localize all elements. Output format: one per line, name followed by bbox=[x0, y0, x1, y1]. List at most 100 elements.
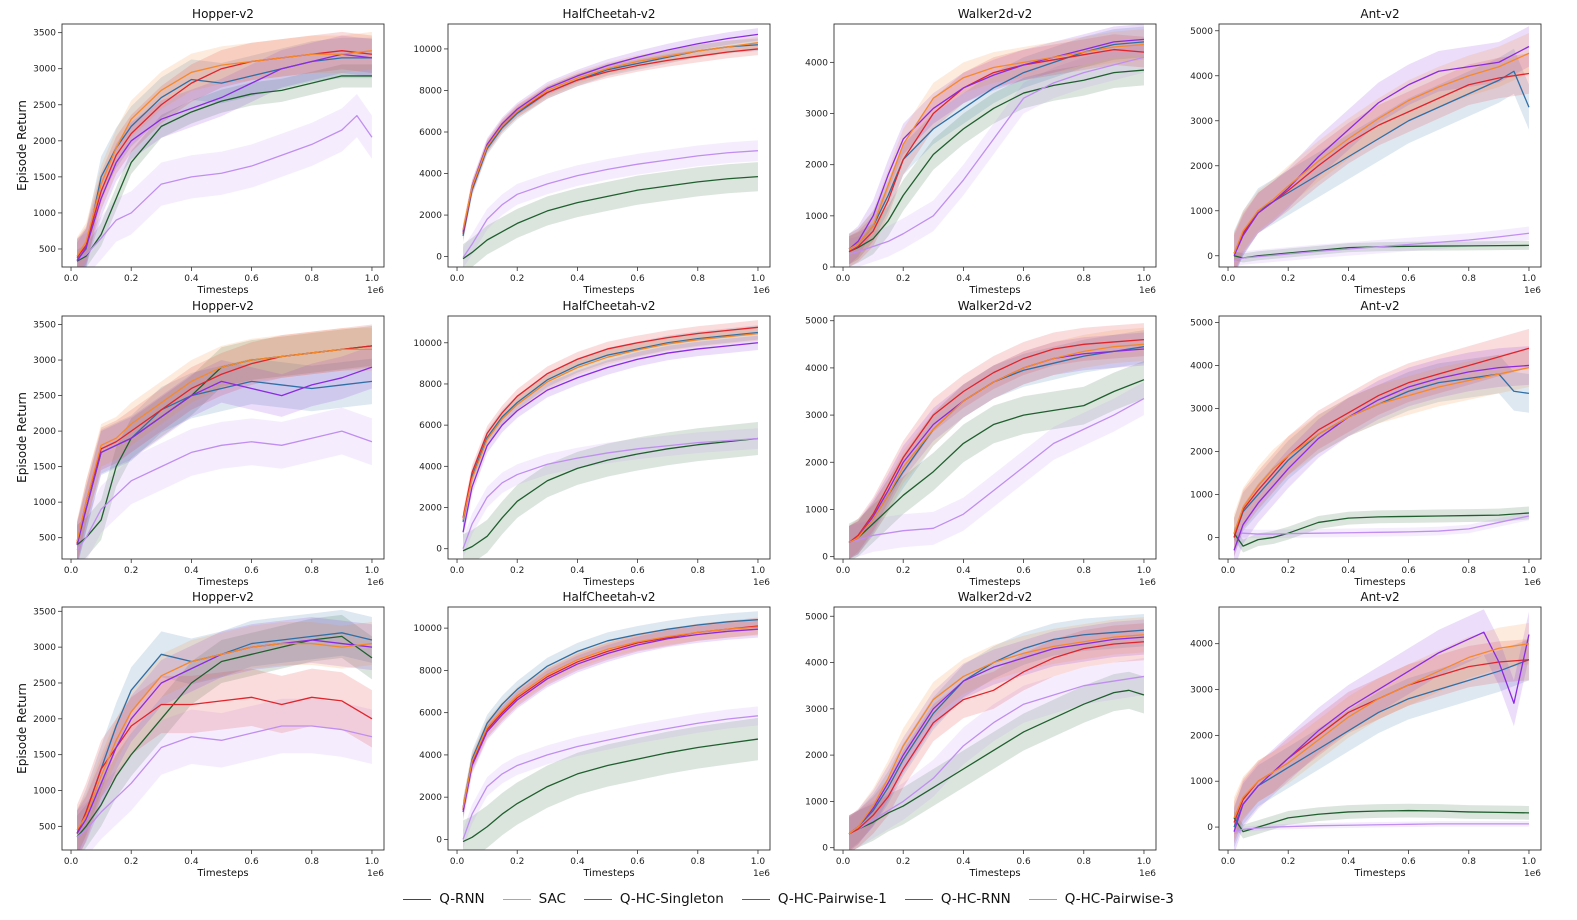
x-tick-label: 0.6 bbox=[244, 857, 259, 867]
subplot-title: Walker2d-v2 bbox=[958, 7, 1033, 21]
y-tick-label: 3000 bbox=[805, 411, 828, 421]
series-line-sac bbox=[848, 398, 1145, 544]
x-tick-label: 0.4 bbox=[184, 274, 199, 284]
confidence-band-q-hc-rnn bbox=[77, 345, 372, 559]
x-scale-label: 1e6 bbox=[1139, 286, 1156, 296]
x-tick-label: 0.4 bbox=[1341, 857, 1356, 867]
axes-frame bbox=[61, 23, 385, 268]
x-tick-label: 0.6 bbox=[1016, 857, 1031, 867]
y-axis-label: Episode Return bbox=[15, 100, 29, 191]
series-line-q-hc-rnn bbox=[462, 342, 759, 533]
x-axis-label: Timesteps bbox=[196, 868, 248, 879]
legend-swatch bbox=[1028, 898, 1057, 900]
x-tick-label: 0.8 bbox=[305, 274, 320, 284]
y-tick-label: 6000 bbox=[419, 421, 442, 431]
x-tick-label: 0.4 bbox=[956, 274, 971, 284]
confidence-band-q-hc-pairwise-3 bbox=[849, 617, 1144, 850]
y-tick-label: 3000 bbox=[1190, 404, 1213, 414]
series-line-q-hc-pairwise-1 bbox=[848, 338, 1145, 543]
x-tick-label: 0.0 bbox=[1221, 857, 1236, 867]
series-line-q-hc-pairwise-3 bbox=[848, 343, 1145, 544]
subplot-title: Walker2d-v2 bbox=[958, 590, 1033, 604]
x-tick-label: 0.4 bbox=[184, 566, 199, 576]
subplot-title: HalfCheetah-v2 bbox=[562, 7, 655, 21]
x-scale-label: 1e6 bbox=[367, 578, 384, 588]
confidence-band-q-hc-pairwise-3 bbox=[849, 29, 1144, 265]
legend-swatch bbox=[741, 898, 770, 900]
x-tick-label: 0.4 bbox=[1341, 566, 1356, 576]
y-tick-label: 4000 bbox=[805, 58, 828, 68]
plot-area bbox=[462, 320, 759, 559]
y-tick-label: 8000 bbox=[419, 666, 442, 676]
subplot-title: HalfCheetah-v2 bbox=[562, 299, 655, 313]
x-tick-label: 0.2 bbox=[510, 566, 524, 576]
x-tick-label: 0.4 bbox=[184, 857, 199, 867]
y-tick-label: 0 bbox=[822, 263, 828, 273]
x-tick-label: 0.0 bbox=[64, 274, 79, 284]
subplot-1-3: 0.0 0.2 0.4 0.6 0.8 1.0 0 1000 2000 3000 4000 5000 A… bbox=[1190, 299, 1542, 588]
y-tick-label: 2500 bbox=[33, 679, 56, 689]
x-tick-label: 0.0 bbox=[836, 566, 851, 576]
confidence-band-sac bbox=[463, 706, 758, 849]
x-scale-label: 1e6 bbox=[1139, 578, 1156, 588]
y-tick-label: 2000 bbox=[805, 458, 828, 468]
y-tick-label: 0 bbox=[1207, 533, 1213, 543]
y-tick-label: 2000 bbox=[1190, 162, 1213, 172]
confidence-band-sac bbox=[77, 407, 372, 559]
axes-frame bbox=[447, 23, 771, 268]
confidence-band-q-hc-pairwise-1 bbox=[77, 324, 372, 559]
series-line-q-hc-rnn bbox=[76, 53, 373, 262]
confidence-band-q-hc-pairwise-3 bbox=[77, 622, 372, 850]
x-tick-label: 0.8 bbox=[1462, 274, 1477, 284]
y-tick-label: 1000 bbox=[33, 498, 56, 508]
x-tick-label: 0.4 bbox=[570, 566, 585, 576]
x-tick-label: 0.8 bbox=[305, 566, 320, 576]
confidence-band-sac bbox=[77, 698, 372, 850]
x-scale-label: 1e6 bbox=[367, 869, 384, 879]
x-tick-label: 0.8 bbox=[1077, 274, 1092, 284]
y-tick-label: 2000 bbox=[33, 715, 56, 725]
y-tick-label: 2000 bbox=[419, 793, 442, 803]
subplot-0-1: 0.0 0.2 0.4 0.6 0.8 1.0 0 2000 4000 6000 8000 10000… bbox=[413, 7, 771, 296]
y-tick-label: 0 bbox=[822, 553, 828, 563]
x-tick-label: 0.6 bbox=[1401, 566, 1416, 576]
x-tick-label: 0.2 bbox=[1281, 566, 1295, 576]
x-tick-label: 1.0 bbox=[1522, 274, 1537, 284]
series-line-q-hc-pairwise-3 bbox=[76, 50, 373, 257]
y-tick-label: 6000 bbox=[419, 128, 442, 138]
series-line-q-rnn bbox=[1233, 512, 1530, 547]
confidence-band-q-hc-pairwise-1 bbox=[849, 623, 1144, 850]
x-tick-label: 0.2 bbox=[124, 857, 138, 867]
y-tick-label: 2000 bbox=[33, 137, 56, 147]
subplot-title: Hopper-v2 bbox=[192, 7, 254, 21]
y-tick-label: 3500 bbox=[33, 607, 56, 617]
confidence-band-q-rnn bbox=[849, 671, 1144, 850]
confidence-band-q-hc-singleton bbox=[77, 609, 372, 850]
x-tick-label: 0.6 bbox=[1401, 274, 1416, 284]
confidence-band-q-hc-pairwise-1 bbox=[849, 34, 1144, 267]
series-line-sac bbox=[462, 437, 759, 549]
y-tick-label: 5000 bbox=[805, 317, 828, 327]
confidence-band-q-rnn bbox=[463, 717, 758, 850]
confidence-band-q-rnn bbox=[77, 64, 372, 267]
x-tick-label: 0.0 bbox=[450, 857, 465, 867]
x-tick-label: 0.8 bbox=[691, 857, 706, 867]
x-scale-label: 1e6 bbox=[1524, 578, 1541, 588]
confidence-band-q-rnn bbox=[463, 162, 758, 267]
x-tick-label: 0.2 bbox=[896, 274, 910, 284]
y-tick-label: 4000 bbox=[1190, 361, 1213, 371]
series-line-q-hc-rnn bbox=[76, 366, 373, 545]
subplot-title: Hopper-v2 bbox=[192, 590, 254, 604]
plot-area bbox=[1233, 609, 1530, 850]
confidence-band-q-hc-rnn bbox=[1234, 26, 1529, 267]
confidence-band-q-hc-pairwise-3 bbox=[77, 328, 372, 559]
x-tick-label: 0.0 bbox=[836, 857, 851, 867]
confidence-band-q-hc-pairwise-3 bbox=[1234, 348, 1529, 553]
legend-label: Q-HC-RNN bbox=[940, 891, 1011, 907]
x-axis-label: Timesteps bbox=[968, 285, 1020, 296]
confidence-band-q-rnn bbox=[849, 360, 1144, 559]
y-tick-label: 500 bbox=[39, 822, 56, 832]
series-line-q-hc-pairwise-3 bbox=[76, 348, 372, 542]
y-tick-label: 1000 bbox=[805, 797, 828, 807]
x-tick-label: 0.6 bbox=[630, 274, 645, 284]
